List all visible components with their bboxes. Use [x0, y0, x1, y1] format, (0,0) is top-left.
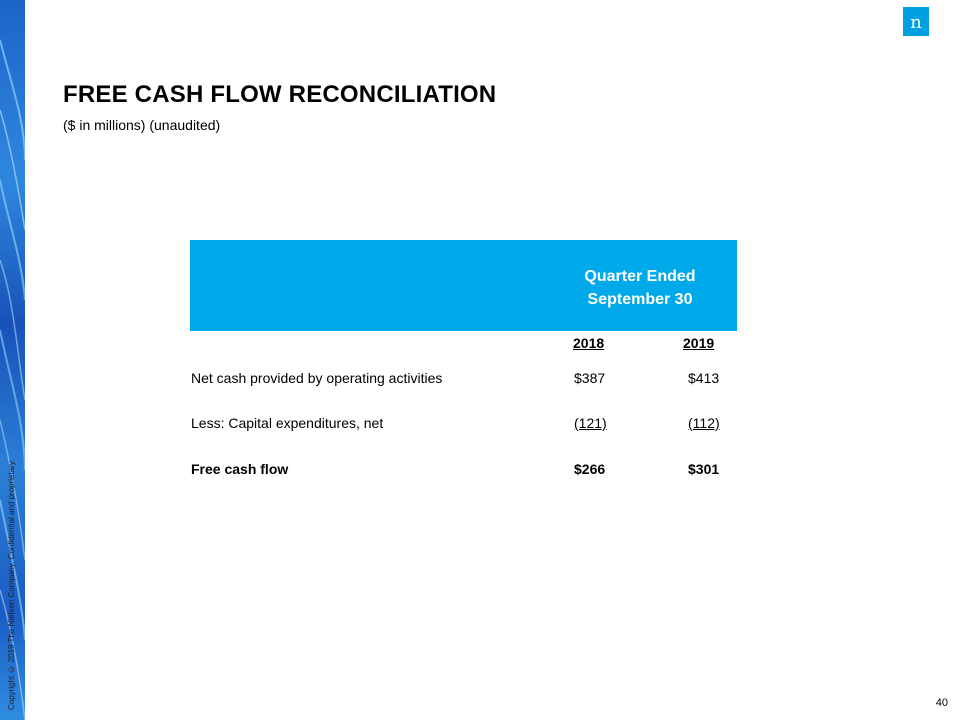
column-header-2018: 2018 [573, 335, 605, 351]
logo-letter: n [910, 12, 922, 33]
page-number: 40 [935, 697, 948, 709]
decorative-side-strip [0, 0, 25, 720]
table-header-band [190, 240, 737, 331]
row-value-2019: $301 [688, 461, 720, 477]
row-value-2018: $266 [574, 461, 606, 477]
row-label: Free cash flow [191, 461, 289, 477]
table-row-operating-cash: Net cash provided by operating activitie… [190, 370, 737, 390]
slide-title: FREE CASH FLOW RECONCILIATION [63, 81, 497, 108]
row-value-2018: (121) [574, 415, 607, 431]
table-row-capex: Less: Capital expenditures, net (121) (1… [190, 415, 737, 435]
column-header-2019: 2019 [683, 335, 715, 351]
nielsen-logo: n [903, 7, 929, 36]
row-value-2019: (112) [688, 415, 720, 431]
table-row-free-cash-flow: Free cash flow $266 $301 [190, 461, 737, 481]
row-value-2019: $413 [688, 370, 720, 386]
row-label: Net cash provided by operating activitie… [191, 370, 443, 386]
row-value-2018: $387 [574, 370, 606, 386]
table-header-period: Quarter Ended September 30 [560, 265, 720, 311]
slide-subtitle: ($ in millions) (unaudited) [63, 117, 221, 133]
copyright-notice: Copyright © 2019 The Nielsen Company. Co… [7, 459, 16, 710]
row-label: Less: Capital expenditures, net [191, 415, 384, 431]
header-line-2: September 30 [587, 291, 693, 308]
header-line-1: Quarter Ended [584, 268, 696, 285]
